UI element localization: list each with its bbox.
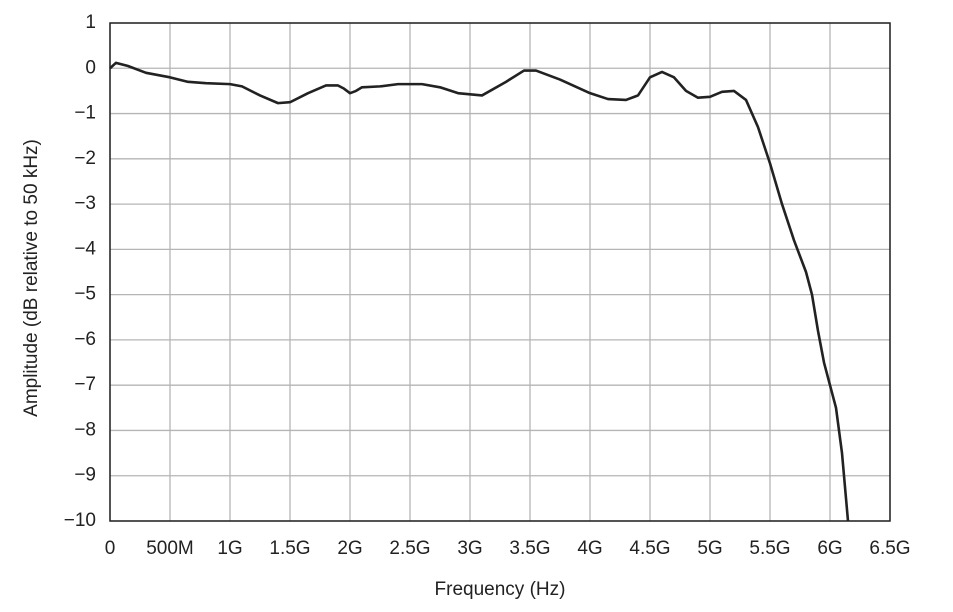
y-tick-label: −1: [74, 103, 96, 124]
x-tick-label: 1G: [217, 538, 242, 559]
x-tick-label: 2G: [337, 538, 362, 559]
x-tick-label: 3.5G: [509, 538, 550, 559]
y-tick-label: −6: [74, 329, 96, 350]
line: [109, 61, 850, 522]
x-tick-label: 5.5G: [749, 538, 790, 559]
y-tick-label: 0: [85, 57, 96, 78]
x-tick-label: 6.5G: [869, 538, 910, 559]
y-tick-label: −8: [74, 419, 96, 440]
x-tick-label: 0: [105, 538, 116, 559]
x-tick-label: 6G: [817, 538, 842, 559]
y-tick-label: −9: [74, 465, 96, 486]
x-tick-label: 3G: [457, 538, 482, 559]
y-tick-label: −3: [74, 193, 96, 214]
x-axis-label: Frequency (Hz): [435, 579, 566, 600]
y-tick-label: 1: [85, 12, 96, 33]
y-tick-label: −4: [74, 238, 96, 259]
y-axis-label: Amplitude (dB relative to 50 kHz): [21, 139, 42, 417]
plot-frame: [109, 22, 891, 522]
x-tick-label: 500M: [146, 538, 194, 559]
y-tick-label: −5: [74, 284, 96, 305]
y-tick-label: −10: [64, 510, 96, 531]
x-tick-label: 1.5G: [269, 538, 310, 559]
x-tick-label: 4.5G: [629, 538, 670, 559]
x-tick-label: 5G: [697, 538, 722, 559]
y-tick-label: −7: [74, 374, 96, 395]
x-tick-label: 2.5G: [389, 538, 430, 559]
x-tick-label: 4G: [577, 538, 602, 559]
y-tick-label: −2: [74, 148, 96, 169]
